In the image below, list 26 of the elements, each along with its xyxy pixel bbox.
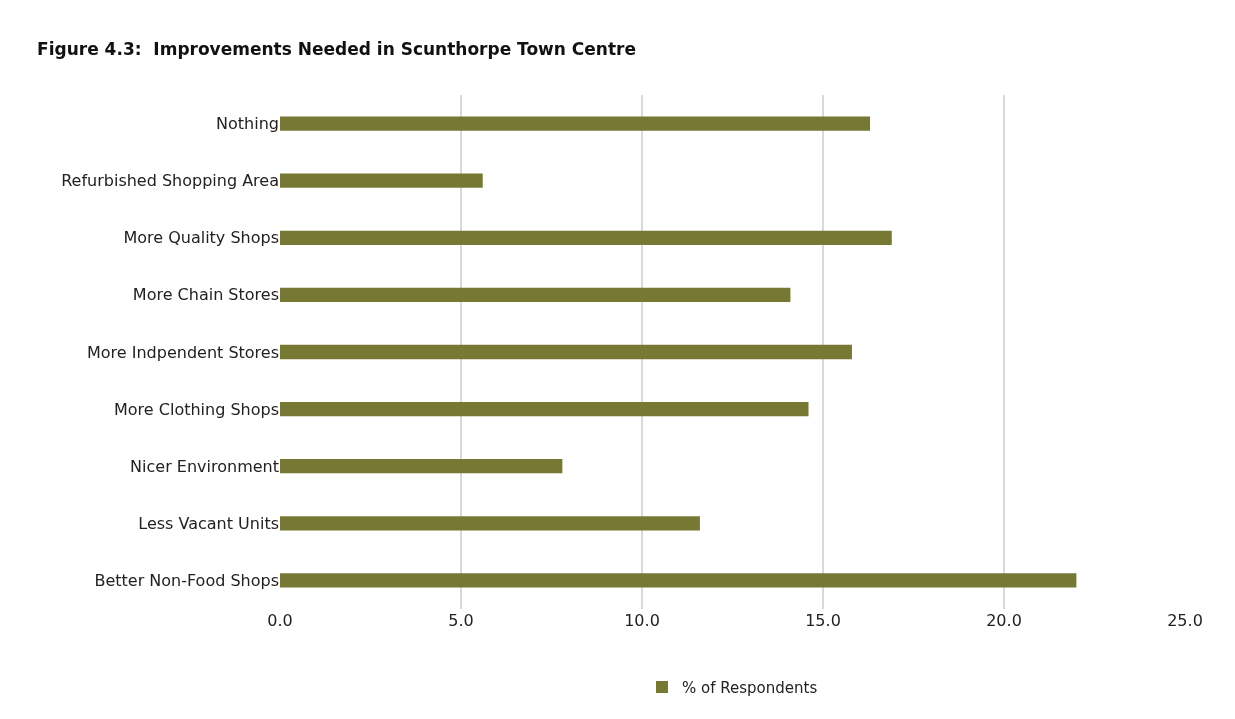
y-tick-label: More Chain Stores [132,285,279,305]
bar [280,459,563,474]
bar [280,516,700,531]
y-tick-label: More Indpendent Stores [86,342,279,362]
y-tick-label: Better Non-Food Shops [94,571,279,591]
y-tick-label: More Quality Shops [123,228,279,248]
y-tick-label: Nothing [216,114,279,134]
bar [280,116,871,131]
x-tick-label: 25.0 [1167,611,1203,630]
y-tick-label: More Clothing Shops [114,399,279,419]
bar [280,573,1077,588]
bar [280,287,791,303]
y-tick-label: Refurbished Shopping Area [61,171,279,191]
x-tick-label: 20.0 [986,611,1022,630]
x-tick-label: 15.0 [805,611,841,630]
x-tick-label: 10.0 [624,611,660,630]
bar [280,230,892,245]
y-tick-label: Less Vacant Units [138,513,279,533]
bar [280,401,809,417]
x-tick-label: 5.0 [448,611,474,630]
y-tick-label: Nicer Environment [130,456,279,476]
bar [280,173,483,188]
legend-label: % of Respondents [682,678,818,697]
chart-title: Figure 4.3: Improvements Needed in Scunthorpe Town Centre [37,39,636,60]
x-tick-label: 0.0 [267,611,293,630]
bar [280,344,852,360]
